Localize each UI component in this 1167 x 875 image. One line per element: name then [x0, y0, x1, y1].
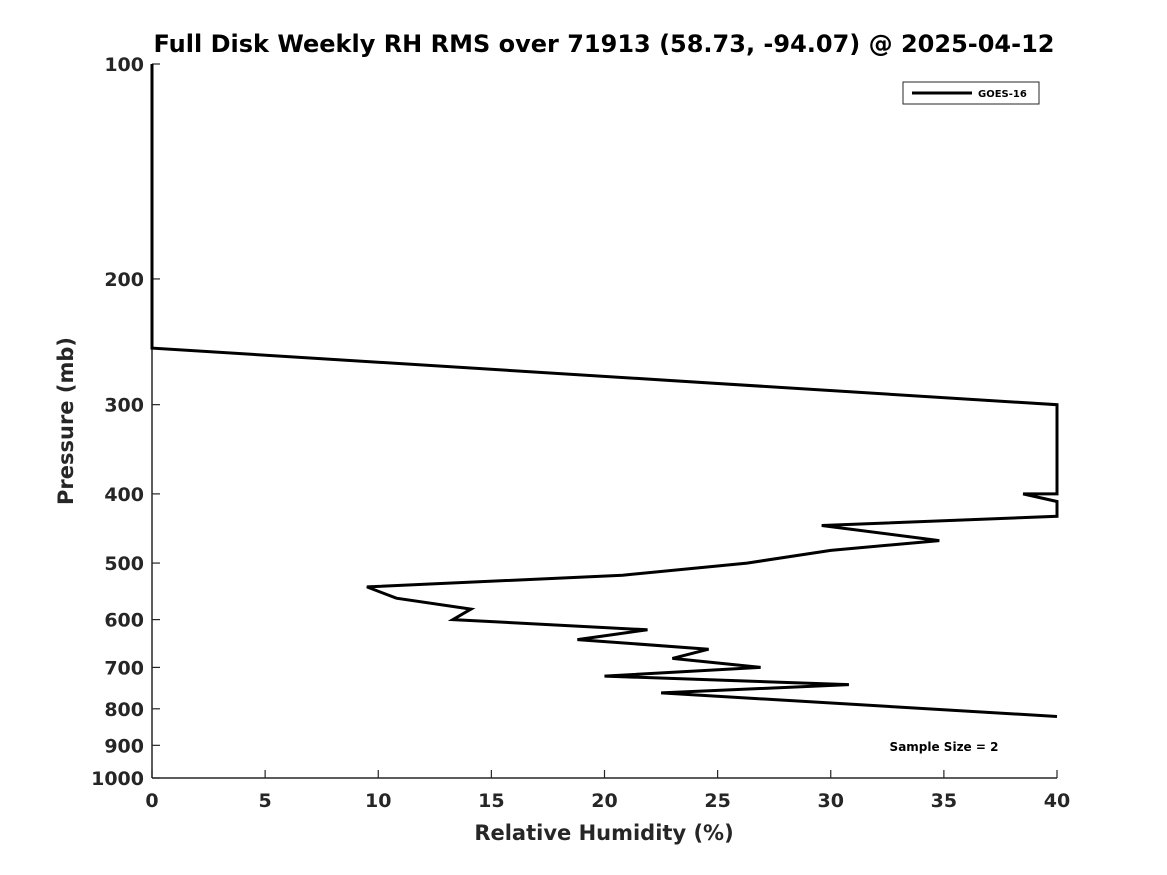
y-tick-label: 1000	[91, 768, 144, 790]
sample-size-annotation: Sample Size = 2	[890, 740, 999, 754]
x-tick-label: 0	[145, 790, 158, 812]
x-axis-ticks: 0 5 10 15 20 25 30 35 40	[145, 770, 1070, 812]
x-tick-label: 35	[931, 790, 957, 812]
series-line-0	[150, 64, 1059, 718]
y-axis-ticks: 100 200 300 400 500 600 700 800 900 1000	[91, 54, 160, 790]
y-tick-label: 800	[104, 699, 144, 721]
x-tick-label: 15	[478, 790, 504, 812]
y-tick-label: 600	[104, 610, 144, 632]
x-tick-label: 25	[704, 790, 730, 812]
y-tick-label: 100	[104, 54, 144, 76]
series-layer	[150, 64, 1059, 718]
x-tick-label: 20	[591, 790, 617, 812]
x-tick-label: 30	[818, 790, 844, 812]
x-axis-label: Relative Humidity (%)	[474, 821, 733, 845]
y-tick-label: 700	[104, 657, 144, 679]
y-tick-label: 500	[104, 553, 144, 575]
chart-title: Full Disk Weekly RH RMS over 71913 (58.7…	[153, 30, 1054, 58]
legend-entry-goes16: GOES-16	[978, 89, 1027, 100]
y-tick-label: 200	[104, 269, 144, 291]
y-axis-label: Pressure (mb)	[54, 337, 78, 505]
y-tick-label: 300	[104, 395, 144, 417]
x-tick-label: 5	[259, 790, 272, 812]
y-tick-label: 400	[104, 484, 144, 506]
legend: GOES-16	[902, 81, 1040, 105]
plot-area	[151, 64, 1057, 779]
x-tick-label: 10	[365, 790, 391, 812]
y-tick-label: 900	[104, 735, 144, 757]
x-tick-label: 40	[1044, 790, 1070, 812]
